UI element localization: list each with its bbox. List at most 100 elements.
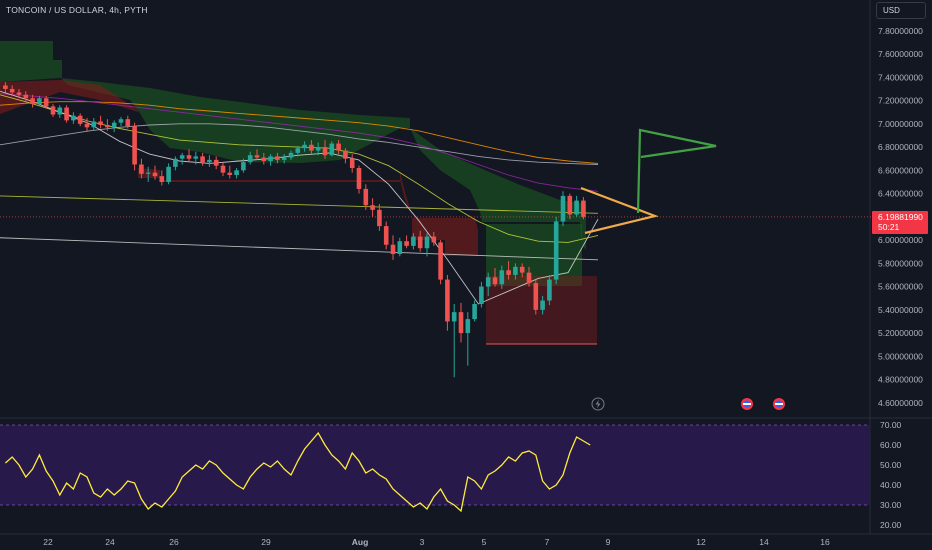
candle-body [404, 241, 409, 246]
candle-body [315, 147, 321, 151]
trend-cloud [0, 41, 597, 345]
time-tick-label: 14 [759, 537, 769, 547]
price-axis[interactable]: 7.80000000 7.60000000 7.40000000 7.20000000… [872, 26, 928, 530]
price-tick-label: 6.80000000 [878, 142, 923, 152]
candle-body [118, 119, 124, 123]
candle-body [64, 107, 69, 121]
candle-body [152, 172, 158, 177]
long-ma-line-1 [0, 237, 599, 261]
price-tick-label: 5.00000000 [878, 351, 923, 361]
candle-body [329, 143, 335, 156]
time-tick-label: 16 [820, 537, 830, 547]
candle-body [458, 312, 464, 334]
candle-body [186, 155, 192, 159]
candle-body [105, 124, 110, 128]
candle-body [9, 88, 15, 93]
flag-pattern-drawing[interactable] [580, 128, 717, 235]
candle-body [492, 277, 498, 285]
candle-body [159, 176, 165, 182]
candle-body [254, 155, 260, 158]
candle-body [77, 115, 83, 124]
candle-body [16, 92, 22, 95]
candle-body [173, 158, 178, 167]
candle-body [513, 266, 518, 275]
price-tick-label: 4.60000000 [878, 398, 923, 408]
candle-body [200, 156, 205, 163]
candle-body [431, 236, 437, 243]
ma-line-1 [0, 101, 599, 164]
candle-body [417, 236, 423, 249]
triangle-drawing [580, 186, 659, 235]
price-tick-label: 6.60000000 [878, 165, 923, 175]
candle-body [526, 272, 532, 284]
candle-body [343, 150, 348, 159]
ma-line-2 [0, 93, 599, 192]
price-badge-countdown: 50:21 [878, 222, 900, 232]
price-tick-label: 7.40000000 [878, 72, 923, 82]
candle-body [145, 172, 151, 174]
candle-body [71, 115, 76, 121]
candle-body [438, 242, 443, 280]
candle-body [472, 304, 477, 320]
candle-body [3, 85, 8, 89]
candle-body [377, 209, 382, 227]
candle-body [193, 156, 199, 159]
time-tick-label: 5 [482, 537, 487, 547]
candle-body [91, 121, 97, 128]
rsi-tick-label: 30.00 [880, 500, 902, 510]
candle-body [50, 106, 56, 115]
candle-body [281, 157, 287, 160]
candle-body [485, 277, 491, 287]
cloud-green-area [0, 41, 586, 250]
ma-line-4 [0, 90, 599, 305]
candle-body [213, 159, 219, 166]
time-axis[interactable]: 22 24 26 29 Aug 3 5 7 9 12 14 16 [43, 537, 830, 547]
candle-body [322, 147, 328, 156]
rsi-line [4, 431, 591, 513]
event-icon-bar [743, 403, 751, 405]
candle-body [179, 155, 185, 159]
candle-body [247, 155, 253, 163]
price-tick-label: 6.40000000 [878, 189, 923, 199]
candlestick-series [3, 81, 586, 378]
symbol-title: TONCOIN / US DOLLAR, 4h, PYTH [6, 5, 148, 15]
candle-body [506, 270, 511, 275]
candle-body [139, 164, 144, 174]
rsi-pane [0, 424, 870, 513]
price-tick-label: 7.80000000 [878, 26, 923, 36]
lightning-icon [591, 397, 605, 411]
candle-body [397, 241, 403, 255]
price-tick-label: 5.40000000 [878, 305, 923, 315]
candle-body [356, 168, 362, 189]
candle-body [57, 107, 63, 115]
candle-body [220, 165, 226, 173]
candle-body [125, 119, 131, 127]
candle-body [241, 162, 246, 171]
candle-body [30, 98, 35, 105]
event-icons[interactable] [591, 397, 785, 411]
price-tick-label: 7.60000000 [878, 49, 923, 59]
cloud-red-area [0, 80, 478, 256]
candle-body [574, 200, 579, 215]
candle-body [479, 286, 484, 305]
candle-body [560, 195, 566, 222]
time-tick-label: 7 [545, 537, 550, 547]
time-tick-label: 29 [261, 537, 271, 547]
candle-body [295, 148, 301, 153]
price-tick-label: 7.20000000 [878, 96, 923, 106]
candle-body [234, 170, 239, 175]
time-tick-label: 22 [43, 537, 53, 547]
time-tick-label: 3 [420, 537, 425, 547]
event-icon-bar [775, 403, 783, 405]
candle-body [424, 236, 430, 249]
candle-body [540, 300, 545, 310]
price-badge-value: 6.19881990 [878, 212, 923, 222]
rsi-tick-label: 20.00 [880, 520, 902, 530]
candle-body [207, 159, 212, 163]
rsi-tick-label: 40.00 [880, 480, 902, 490]
flag-drawing [636, 128, 717, 214]
earnings-event-icon [773, 398, 785, 410]
candle-body [547, 279, 552, 301]
currency-button[interactable]: USD [876, 2, 926, 19]
